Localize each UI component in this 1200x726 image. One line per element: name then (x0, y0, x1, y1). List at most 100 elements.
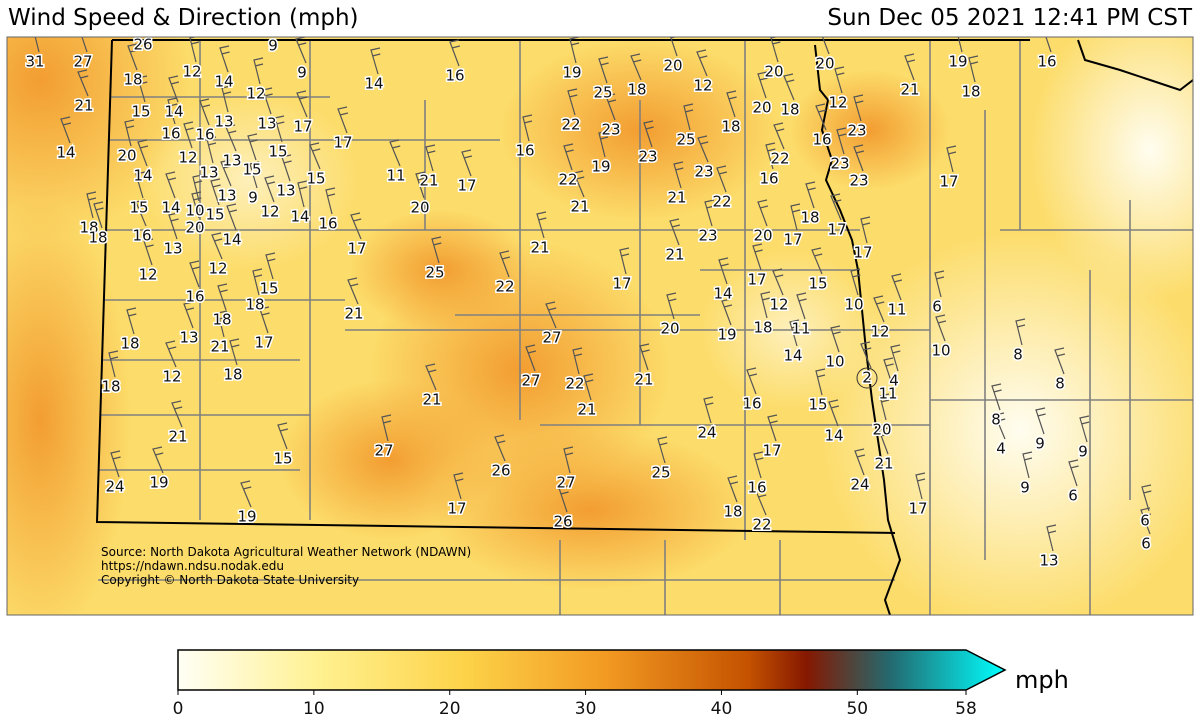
station-wind-speed: 27 (542, 329, 561, 347)
wind-barb (240, 480, 252, 508)
station-wind-speed: 17 (853, 244, 872, 262)
station-wind-speed: 14 (290, 208, 309, 226)
station-wind-speed: 13 (199, 164, 218, 182)
wind-barb (453, 472, 464, 500)
station-wind-speed: 14 (161, 199, 180, 217)
wind-barb (643, 120, 654, 148)
station-wind-speed: 17 (762, 442, 781, 460)
station-wind-speed: 17 (612, 275, 631, 293)
wind-barb (229, 338, 240, 366)
wind-barb (718, 257, 729, 285)
station-wind-speed: 14 (222, 231, 241, 249)
station-wind-speed: 24 (105, 478, 124, 496)
wind-barb (853, 144, 865, 172)
colorbar-tick-label: 50 (846, 699, 868, 719)
wind-barb (934, 270, 945, 298)
station-wind-speed: 17 (939, 173, 958, 191)
wind-barb (189, 37, 200, 63)
station-wind-speed: 18 (753, 319, 772, 337)
wind-barb (726, 90, 737, 118)
station-wind-speed: 21 (74, 97, 93, 115)
station-wind-speed: 6 (1141, 535, 1151, 553)
station-wind-speed: 27 (73, 53, 92, 71)
wind-barb (415, 171, 426, 199)
station-wind-speed: 15 (808, 396, 827, 414)
station-wind-speed: 11 (386, 167, 405, 185)
wind-barb (249, 161, 260, 189)
wind-barb (673, 161, 684, 189)
wind-barb (525, 344, 537, 372)
wind-barb (135, 199, 147, 227)
wind-barb (572, 347, 583, 375)
wind-barb (703, 396, 714, 424)
station-wind-speed: 23 (830, 155, 849, 173)
wind-barb (605, 93, 617, 121)
wind-barb (805, 181, 816, 209)
wind-barb (281, 154, 292, 182)
station-wind-speed: 11 (887, 301, 906, 319)
colorbar-tick-label: 58 (955, 699, 977, 719)
station-wind-speed: 26 (133, 36, 152, 54)
wind-barb (370, 47, 381, 75)
station-wind-speed: 18 (79, 219, 98, 237)
station-wind-speed: 25 (593, 84, 612, 102)
wind-barb (757, 199, 769, 227)
station-wind-speed: 12 (769, 296, 788, 314)
station-wind-speed: 18 (721, 118, 740, 136)
station-wind-speed: 19 (717, 326, 736, 344)
wind-barb (152, 446, 164, 474)
station-wind-speed: 18 (800, 209, 819, 227)
wind-barb (350, 212, 362, 240)
station-wind-speed: 14 (56, 144, 75, 162)
wind-barb (297, 180, 308, 208)
wind-barb (219, 45, 230, 73)
wind-barb (168, 212, 179, 240)
wind-barb (494, 434, 506, 462)
station-wind-speed: 12 (178, 149, 197, 167)
wind-barb (850, 268, 861, 296)
wind-barb (811, 247, 823, 275)
wind-barb (1068, 459, 1079, 487)
station-wind-speed: 23 (849, 172, 868, 190)
station-wind-speed: 12 (182, 63, 201, 81)
wind-barb (697, 135, 709, 163)
station-wind-speed: 16 (812, 131, 831, 149)
wind-barb (783, 73, 795, 101)
wind-barb (108, 350, 119, 378)
station-wind-speed: 20 (764, 63, 783, 81)
wind-barb (1045, 37, 1052, 53)
wind-barb (573, 170, 585, 198)
calm-marker (856, 367, 878, 389)
station-wind-speed: 12 (693, 77, 712, 95)
station-wind-speed: 24 (697, 424, 716, 442)
station-wind-speed: 14 (133, 167, 152, 185)
wind-barb (389, 139, 401, 167)
station-wind-speed: 10 (185, 202, 204, 220)
station-wind-speed: 22 (565, 375, 584, 393)
station-wind-speed: 8 (991, 411, 1001, 429)
wind-barb (168, 75, 180, 103)
station-wind-speed: 6 (1068, 487, 1078, 505)
wind-barb (1035, 407, 1046, 435)
wind-barb (760, 291, 771, 319)
station-wind-speed: 21 (667, 189, 686, 207)
station-wind-speed: 21 (210, 338, 229, 356)
wind-barb (883, 357, 894, 385)
station-wind-speed: 10 (825, 353, 844, 371)
station-wind-speed: 22 (752, 516, 771, 534)
wind-barb (915, 472, 926, 500)
station-wind-speed: 6 (932, 298, 942, 316)
wind-barb (755, 488, 767, 516)
station-wind-speed: 16 (161, 125, 180, 143)
station-wind-speed: 15 (131, 103, 150, 121)
station-wind-speed: 21 (577, 401, 596, 419)
wind-barb (619, 247, 630, 275)
source-line: https://ndawn.ndsu.nodak.edu (101, 559, 284, 573)
wind-barb (1022, 451, 1033, 479)
station-wind-speed: 16 (445, 67, 464, 85)
wind-barb (569, 37, 580, 64)
wind-barb (127, 43, 139, 71)
station-wind-speed: 13 (217, 187, 236, 205)
station-wind-speed: 21 (422, 391, 441, 409)
